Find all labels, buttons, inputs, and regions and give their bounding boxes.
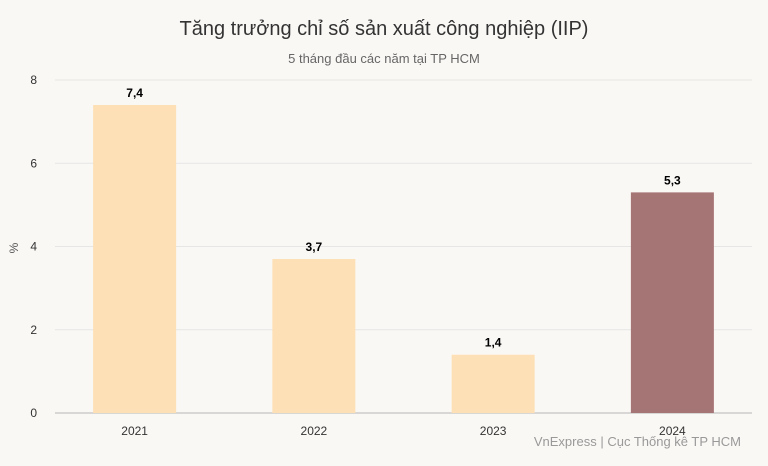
y-tick-label: 0	[30, 406, 37, 420]
x-tick-label: 2021	[121, 424, 148, 438]
data-label: 1,4	[485, 336, 502, 350]
y-tick-label: 2	[30, 323, 37, 337]
data-label: 5,3	[664, 173, 681, 187]
chart-title: Tăng trưởng chỉ số sản xuất công nghiệp …	[179, 18, 589, 40]
data-label: 7,4	[126, 86, 143, 100]
data-label: 3,7	[306, 240, 323, 254]
x-tick-label: 2023	[480, 424, 507, 438]
bars	[93, 104, 714, 413]
y-tick-label: 8	[30, 73, 37, 87]
x-tick-label: 2024	[659, 424, 686, 438]
bar-2024	[630, 192, 714, 413]
y-tick-label: 4	[30, 240, 37, 254]
bar-2021	[93, 104, 177, 413]
source-credit: VnExpress | Cục Thống kê TP HCM	[533, 434, 741, 449]
labels: 0 2 4 6 8 7,4 2021 3,7 2022 1,4 2023 5,3 2024	[30, 73, 686, 438]
chart-subtitle: 5 tháng đầu các năm tại TP HCM	[288, 51, 480, 66]
bar-2023	[451, 354, 535, 413]
bar-2022	[272, 258, 356, 413]
x-tick-label: 2022	[301, 424, 328, 438]
y-tick-label: 6	[30, 156, 37, 170]
